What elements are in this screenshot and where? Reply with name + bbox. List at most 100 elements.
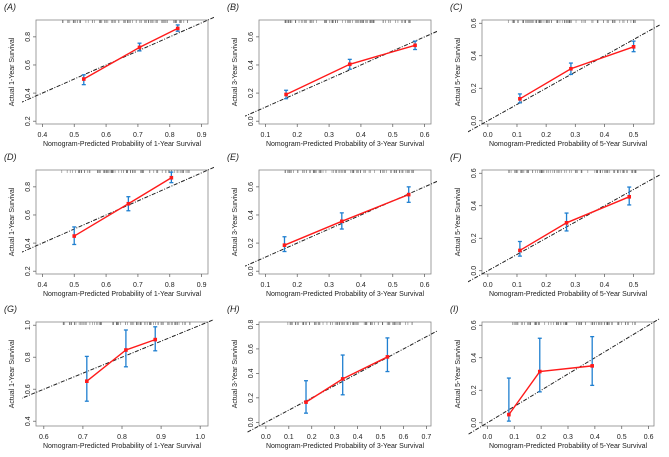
y-axis-label: Actual 1-Year Survival — [9, 339, 16, 408]
x-tick-label: 0.6 — [644, 434, 654, 441]
ideal-reference-line — [247, 330, 437, 433]
x-axis-label: Nomogram-Predicted Probability of 5-Year… — [489, 443, 648, 450]
calibration-point — [153, 337, 158, 342]
x-axis-label: Nomogram-Predicted Probability of 3-Year… — [266, 291, 425, 298]
x-axis-label: Nomogram-Predicted Probability of 1-Year… — [43, 141, 202, 148]
calibration-point — [518, 97, 522, 101]
y-tick-label: 0.6 — [25, 210, 32, 220]
calibration-point — [169, 175, 174, 180]
plot-frame — [35, 19, 209, 125]
y-tick-label: 0.4 — [471, 353, 478, 363]
calibration-point — [347, 62, 352, 67]
x-tick-label: 0.2 — [292, 132, 302, 139]
panel-label: (F) — [450, 152, 462, 162]
y-tick-label: 0.2 — [248, 393, 255, 403]
x-tick-label: 0.4 — [356, 132, 366, 139]
x-tick-label: 0.6 — [101, 132, 111, 139]
y-axis-label: Actual 1-Year Survival — [9, 187, 16, 256]
ideal-reference-line — [22, 319, 214, 399]
x-tick-label: 0.5 — [388, 132, 398, 139]
plot-frame — [35, 169, 209, 275]
panel-label: (H) — [227, 304, 240, 314]
ideal-reference-line — [245, 30, 437, 117]
x-tick-label: 0.4 — [38, 282, 48, 289]
x-tick-label: 0.6 — [101, 282, 111, 289]
y-axis-label: Actual 1-Year Survival — [9, 37, 16, 106]
y-tick-label: 0.8 — [25, 182, 32, 192]
y-tick-label: 0.6 — [248, 32, 255, 42]
plot-frame — [258, 321, 432, 427]
y-tick-label: 0.4 — [25, 238, 32, 248]
x-tick-label: 0.1 — [261, 132, 271, 139]
panel-svg: (G) 0.6 0.7 0.8 0.9 1.0 0.4 0.6 0.8 1.0 Nomogram-P… — [4, 304, 214, 450]
x-tick-label: 0.7 — [422, 434, 432, 441]
x-tick-label: 0.9 — [156, 434, 166, 441]
y-tick-label: 0.4 — [248, 368, 255, 378]
y-tick-label: 0.8 — [25, 32, 32, 42]
x-tick-label: 0.3 — [563, 434, 573, 441]
x-tick-label: 0.5 — [629, 282, 639, 289]
ideal-reference-line — [22, 166, 214, 253]
ideal-reference-line — [22, 16, 214, 103]
x-tick-label: 0.4 — [356, 282, 366, 289]
panel-label: (B) — [227, 2, 239, 12]
x-tick-label: 1.0 — [195, 434, 205, 441]
y-axis-label: Actual 5-Year Survival — [455, 339, 462, 408]
x-tick-label: 0.6 — [399, 434, 409, 441]
y-tick-label: 0.8 — [248, 319, 255, 329]
y-tick-label: 0.6 — [25, 384, 32, 394]
panel-svg: (H) 0.0 0.1 0.2 0.3 0.4 0.5 0.6 0.7 0.0 0.2 0.4 0.6 0… — [227, 304, 437, 450]
panel-label: (E) — [227, 152, 239, 162]
y-tick-label: 0.4 — [248, 60, 255, 70]
x-tick-label: 0.3 — [324, 282, 334, 289]
panel-label: (A) — [4, 2, 16, 12]
y-tick-label: 0.4 — [248, 210, 255, 220]
y-tick-label: 0.6 — [248, 344, 255, 354]
calibration-point — [282, 243, 287, 247]
calibration-panel: (I) 0.0 0.1 0.2 0.3 0.4 0.5 0.6 0.0 0.2 0.4 0.6 Nomo… — [446, 302, 669, 452]
x-tick-label: 0.7 — [133, 132, 143, 139]
x-tick-label: 0.4 — [353, 434, 363, 441]
panel-svg: (I) 0.0 0.1 0.2 0.3 0.4 0.5 0.6 0.0 0.2 0.4 0.6 Nomo… — [450, 304, 660, 450]
x-tick-label: 0.8 — [117, 434, 127, 441]
panel-label: (I) — [450, 304, 459, 314]
x-tick-label: 0.7 — [78, 434, 88, 441]
panel-label: (C) — [450, 2, 463, 12]
calibration-line — [284, 193, 409, 246]
x-tick-label: 0.1 — [509, 434, 519, 441]
panel-label: (D) — [4, 152, 17, 162]
x-axis-label: Nomogram-Predicted Probability of 3-Year… — [266, 443, 425, 450]
calibration-point — [340, 219, 344, 224]
panel-label: (G) — [4, 304, 17, 314]
calibration-line — [519, 196, 630, 252]
panel-svg: (E) 0.1 0.2 0.3 0.4 0.5 0.6 0.0 0.2 0.4 0.6 Nomogra… — [227, 152, 437, 298]
calibration-line — [508, 365, 593, 416]
panel-svg: (F) 0.0 0.1 0.2 0.3 0.4 0.5 0.0 0.2 0.4 0.6 Nomogra… — [450, 152, 660, 298]
y-tick-label: 0.4 — [25, 88, 32, 98]
y-tick-label: 0.4 — [25, 416, 32, 426]
calibration-panel: (H) 0.0 0.1 0.2 0.3 0.4 0.5 0.6 0.7 0.0 0.2 0.4 0.6 0… — [223, 302, 446, 452]
ideal-reference-line — [245, 180, 437, 267]
calibration-point — [284, 92, 288, 97]
x-tick-label: 0.5 — [629, 132, 639, 139]
calibration-point — [137, 45, 142, 50]
x-axis-label: Nomogram-Predicted Probability of 1-Year… — [43, 291, 202, 298]
calibration-panel: (B) 0.1 0.2 0.3 0.4 0.5 0.6 0.0 0.2 0.4 0.6 Nomogra… — [223, 0, 446, 150]
calibration-point — [81, 77, 86, 81]
calibration-point — [304, 400, 308, 404]
calibration-panel: (D) 0.4 0.5 0.6 0.7 0.8 0.9 0.2 0.4 0.6 0.8 Nomogra… — [0, 150, 223, 300]
calibration-point — [537, 369, 542, 374]
calibration-panel: (E) 0.1 0.2 0.3 0.4 0.5 0.6 0.0 0.2 0.4 0.6 Nomogra… — [223, 150, 446, 300]
calibration-point — [85, 379, 89, 383]
y-axis-label: Actual 3-Year Survival — [232, 187, 239, 256]
x-tick-label: 0.2 — [292, 282, 302, 289]
x-tick-label: 0.4 — [600, 282, 610, 289]
y-tick-label: 0.0 — [248, 116, 255, 126]
x-tick-label: 0.1 — [512, 282, 522, 289]
panel-svg: (B) 0.1 0.2 0.3 0.4 0.5 0.6 0.0 0.2 0.4 0.6 Nomogra… — [227, 2, 437, 148]
x-tick-label: 0.4 — [600, 132, 610, 139]
x-tick-label: 0.2 — [536, 434, 546, 441]
x-tick-label: 0.5 — [617, 434, 627, 441]
calibration-point — [631, 45, 636, 49]
calibration-point — [124, 348, 128, 352]
